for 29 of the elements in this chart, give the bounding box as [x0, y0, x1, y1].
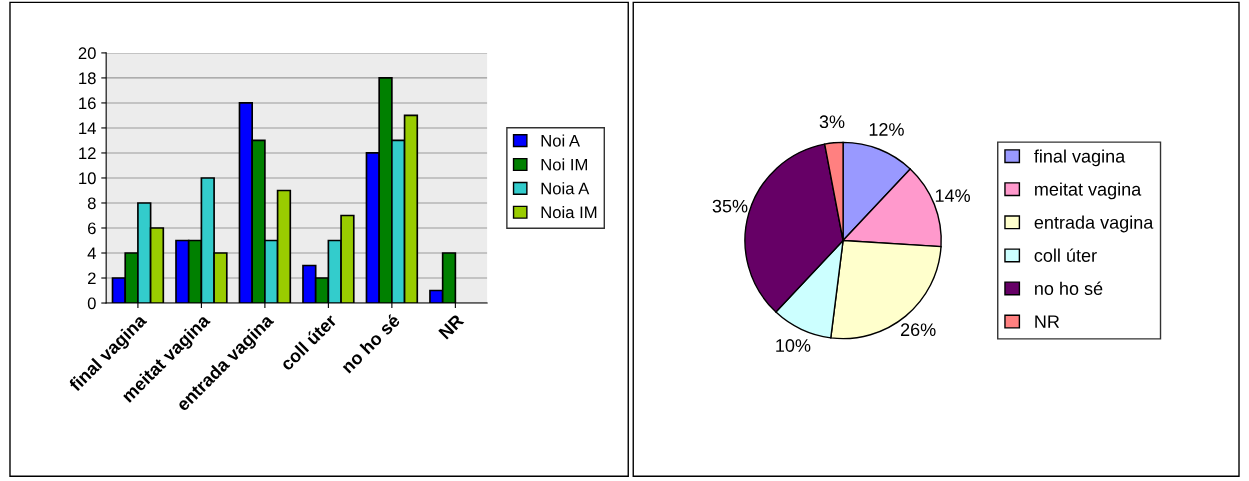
y-tick-label: 4	[87, 247, 96, 260]
y-tick-label: 10	[79, 172, 96, 185]
legend-label: Noia A	[541, 182, 590, 195]
data-label: 10%	[776, 339, 811, 352]
y-tick-label: 18	[79, 72, 96, 85]
legend-label: no ho sé	[1035, 281, 1103, 295]
data-label: 26%	[900, 323, 936, 337]
legend-label: entrada vagina	[1034, 215, 1154, 233]
data-label: 14%	[935, 189, 970, 202]
y-tick-label: 20	[78, 47, 96, 60]
y-tick-label: 6	[88, 222, 96, 235]
legend-label: Noia IM	[541, 206, 597, 219]
x-tick-label: coll úter	[279, 312, 338, 372]
legend-label: final vagina	[1034, 149, 1126, 167]
y-tick-label: 8	[87, 197, 96, 210]
y-tick-label: 0	[87, 297, 96, 310]
x-tick-label: no ho sé	[340, 313, 401, 374]
x-tick-label: NR	[438, 313, 465, 340]
legend-label: coll úter	[1034, 248, 1097, 262]
data-label: 12%	[869, 123, 904, 136]
legend-label: Noi IM	[541, 158, 587, 171]
y-tick-label: 14	[79, 122, 96, 134]
y-tick-label: 12	[79, 147, 96, 159]
legend-label: Noi A	[541, 134, 581, 147]
y-tick-label: 2	[88, 272, 96, 285]
legend-label: meitat vagina	[1035, 182, 1142, 200]
data-label: 35%	[712, 199, 748, 213]
data-label: 3%	[819, 115, 845, 129]
y-tick-label: 16	[79, 97, 96, 110]
